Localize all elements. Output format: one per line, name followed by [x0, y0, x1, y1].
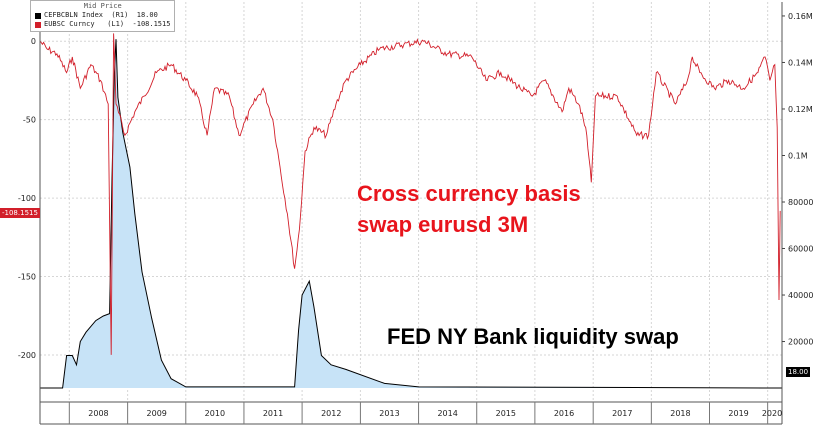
legend-value: -108.1515 [132, 20, 171, 28]
x-tick-label: 2012 [321, 409, 341, 418]
x-tick-label: 2017 [612, 409, 632, 418]
right-tick-label: 40000 [788, 291, 813, 300]
x-tick-label: 2011 [263, 409, 283, 418]
x-tick-label: 2016 [554, 409, 574, 418]
x-tick-label: 2010 [205, 409, 225, 418]
basis-swap-line [39, 33, 781, 355]
legend-item: EUBSC Curncy (L1) -108.1515 [35, 20, 170, 29]
left-axis-ticks: 0 -50 -100 -150 -200 [18, 37, 36, 360]
x-tick-label: 2014 [437, 409, 457, 418]
legend-label: CEFBCBLN Index (R1) [44, 11, 129, 19]
left-last-value-tag: -108.1515 [0, 208, 40, 218]
right-tick-label: 0.14M [788, 58, 813, 67]
left-tick-label: 0 [31, 37, 36, 46]
right-tick-label: 0.1M [788, 151, 808, 160]
right-tick-label: 0.12M [788, 105, 813, 114]
x-tick-label: 2009 [147, 409, 167, 418]
left-tick-label: -150 [18, 273, 36, 282]
liquidity-swap-line [40, 39, 783, 389]
annotation-line-2: swap eurusd 3M [357, 212, 529, 237]
legend: Mid Price CEFBCBLN Index (R1) 18.00 EUBS… [30, 0, 176, 32]
left-tick-label: -100 [18, 194, 36, 203]
x-axis-ticks: 2008 2009 2010 2011 2012 2013 2014 2015 2016 2017… [68, 402, 782, 424]
basis-swap-series [39, 33, 781, 355]
legend-swatch [35, 12, 41, 19]
x-tick-label: 2008 [88, 409, 108, 418]
left-tick-label: -50 [23, 116, 36, 125]
x-tick-label: 2013 [379, 409, 399, 418]
right-tick-label: 60000 [788, 245, 813, 254]
right-tick-label: 80000 [788, 198, 813, 207]
liquidity-swap-annotation: FED NY Bank liquidity swap [387, 324, 679, 349]
liquidity-swap-area [40, 39, 782, 389]
right-axis-ticks: 20000 40000 60000 80000 0.1M 0.12M 0.14M 0.16M [782, 12, 813, 347]
right-last-value-tag: 18.00 [786, 367, 811, 377]
liquidity-swap-series [40, 39, 783, 389]
left-tick-label: -200 [18, 351, 36, 360]
right-tick-label: 0.16M [788, 12, 813, 21]
legend-label: EUBSC Curncy (L1) [44, 20, 125, 28]
legend-item: CEFBCBLN Index (R1) 18.00 [35, 11, 170, 20]
x-tick-label: 2015 [496, 409, 516, 418]
legend-swatch [35, 21, 41, 28]
axes [39, 2, 783, 425]
legend-header: Mid Price [83, 2, 122, 10]
annotation-line-1: Cross currency basis [357, 181, 581, 206]
right-tick-label: 20000 [788, 338, 813, 347]
basis-swap-annotation: Cross currency basis swap eurusd 3M [357, 178, 581, 240]
x-tick-label: 2020 [762, 409, 782, 418]
legend-value: 18.00 [136, 11, 158, 19]
x-tick-label: 2018 [670, 409, 690, 418]
x-tick-label: 2019 [728, 409, 748, 418]
